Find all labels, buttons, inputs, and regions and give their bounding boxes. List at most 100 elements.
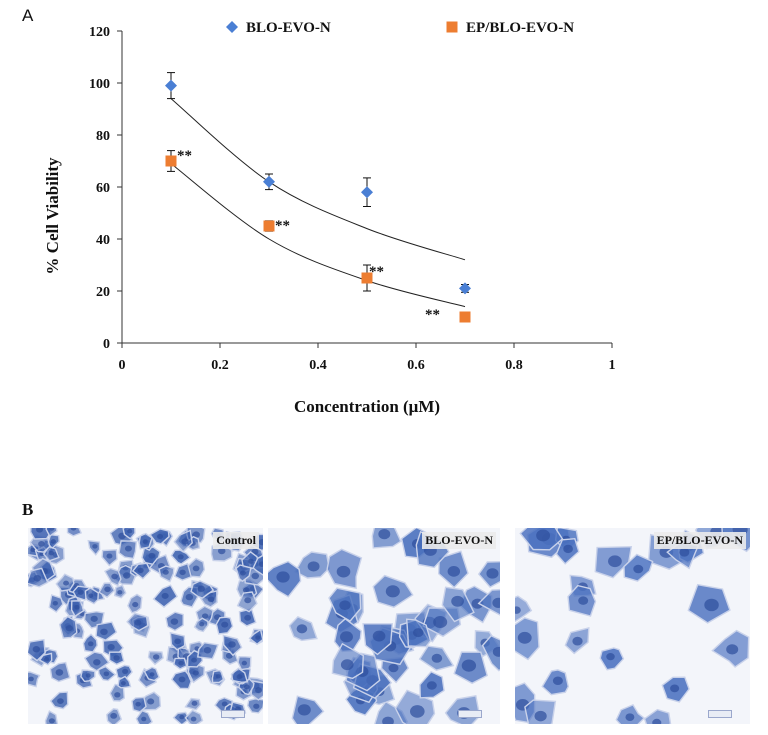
cell-nucleus <box>179 569 186 576</box>
x-tick-label: 0 <box>119 358 126 373</box>
cell-nucleus <box>247 558 254 564</box>
cell-nucleus <box>110 712 118 719</box>
cell-nucleus <box>179 714 185 720</box>
chart-axes: 0 20 40 60 80 100 120 0 0.2 0.4 0.6 0.8 1 <box>89 25 616 373</box>
cell-nucleus <box>340 659 354 671</box>
cell-nucleus <box>536 529 551 542</box>
cell-nucleus <box>517 631 532 644</box>
cell-nucleus <box>199 622 205 627</box>
cell-nucleus <box>77 589 84 595</box>
cell-nucleus <box>122 668 129 674</box>
cell-nucleus <box>486 568 499 579</box>
cell-nucleus <box>30 547 36 553</box>
cell-nucleus <box>132 601 139 608</box>
cell-nucleus <box>670 684 680 693</box>
cell-nucleus <box>492 597 500 608</box>
cell-nucleus <box>378 529 391 540</box>
cell-nucleus <box>142 539 148 544</box>
cell-nucleus <box>181 538 189 545</box>
cell-nucleus <box>74 605 80 610</box>
cell-nucleus <box>127 529 133 534</box>
fit-curves <box>170 98 466 308</box>
cell-nucleus <box>426 681 437 690</box>
cell-nucleus <box>93 659 101 666</box>
micrograph-label: Control <box>213 532 259 549</box>
y-tick-label: 60 <box>96 181 110 196</box>
cell-nucleus <box>49 528 55 531</box>
cell-nucleus <box>242 587 250 594</box>
cell-nucleus <box>382 716 394 724</box>
cell-nucleus <box>244 614 252 621</box>
cell-nucleus <box>137 567 144 574</box>
significance-marker: ** <box>425 307 440 323</box>
cell-nucleus <box>185 593 194 601</box>
cell-nucleus <box>633 564 644 574</box>
cell-nucleus <box>461 659 477 672</box>
cell-nucleus <box>412 628 424 638</box>
data-point-ep-blo-evo-n <box>263 220 275 232</box>
scale-bar <box>708 710 732 718</box>
cell-nucleus <box>726 644 739 655</box>
cell-nucleus <box>157 533 164 540</box>
cell-nucleus <box>255 635 261 640</box>
scale-bar <box>221 710 245 718</box>
y-axis-title: % Cell Viability <box>43 157 62 275</box>
cell-nucleus <box>201 613 209 619</box>
cell-nucleus <box>192 531 200 538</box>
significance-marker: ** <box>369 264 384 280</box>
cell-nucleus <box>90 615 98 622</box>
cell-nucleus <box>243 684 250 690</box>
x-tick-label: 0.2 <box>211 358 229 373</box>
data-point-ep-blo-evo-n <box>165 155 177 167</box>
y-tick-label: 40 <box>96 233 110 248</box>
cell-nucleus <box>117 590 123 595</box>
cell-nucleus <box>174 638 181 645</box>
cell <box>66 528 83 537</box>
cell <box>252 554 263 576</box>
cell-nucleus <box>552 676 563 686</box>
cell-nucleus <box>100 628 108 636</box>
cell-nucleus <box>563 544 573 554</box>
micrograph-blo-evo-n: BLO-EVO-N <box>268 528 500 724</box>
cell-nucleus <box>409 705 425 718</box>
y-tick-label: 100 <box>89 77 110 92</box>
cell-nucleus <box>534 710 547 722</box>
cell-nucleus <box>192 670 199 676</box>
cell-nucleus <box>297 704 311 716</box>
cell-nucleus <box>114 692 121 698</box>
cell-nucleus <box>50 539 57 544</box>
micrograph-control: Control <box>28 528 263 724</box>
significance-marker: ** <box>275 218 290 234</box>
cell-nucleus <box>433 616 448 629</box>
cell-nucleus <box>65 625 73 632</box>
y-tick-label: 20 <box>96 285 110 300</box>
cell-nucleus <box>207 596 215 603</box>
cell-nucleus <box>704 598 719 612</box>
cell-nucleus <box>177 554 184 560</box>
cell-nucleus <box>70 528 77 531</box>
cell-nucleus <box>258 539 263 546</box>
cell-nucleus <box>296 624 308 634</box>
cell-nucleus <box>307 561 320 572</box>
cell-nucleus <box>578 596 589 605</box>
cell-nucleus <box>111 573 118 580</box>
data-points <box>165 79 471 323</box>
significance-annotations: ** ** ** ** <box>177 148 440 323</box>
cell-nucleus <box>572 636 583 646</box>
cell-nucleus <box>431 653 443 663</box>
cell-nucleus <box>679 548 690 557</box>
data-point-ep-blo-evo-n <box>459 311 471 323</box>
cell-nucleus <box>152 654 160 660</box>
cell-nucleus <box>447 566 461 577</box>
legend-marker <box>446 21 458 33</box>
cell <box>45 528 58 538</box>
cell-nucleus <box>92 544 98 549</box>
micrograph-image <box>268 528 500 724</box>
panel-label-a: A <box>22 6 34 25</box>
cell-nucleus <box>87 641 94 647</box>
scale-bar <box>458 710 482 718</box>
cell-nucleus <box>255 687 263 694</box>
cell-nucleus <box>104 586 111 593</box>
cell-nucleus <box>28 676 34 682</box>
micrograph-ep-blo-evo-n: EP/BLO-EVO-N <box>515 528 750 724</box>
